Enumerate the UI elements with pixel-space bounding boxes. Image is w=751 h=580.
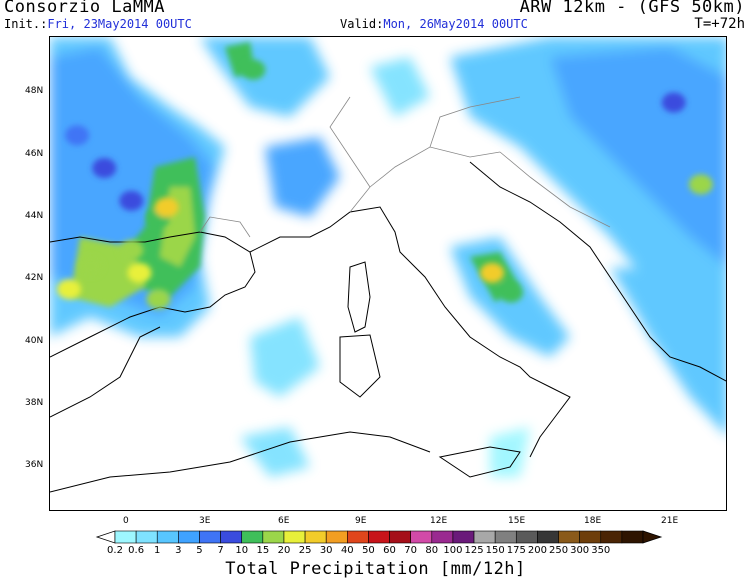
lat-label: 42N xyxy=(25,273,44,283)
lon-label: 3E xyxy=(199,516,211,526)
lat-label: 40N xyxy=(25,336,44,346)
colorbar-level-label: 200 xyxy=(527,545,547,556)
colorbar-swatch xyxy=(262,530,285,544)
colorbar-swatch xyxy=(431,530,454,544)
colorbar-swatch xyxy=(283,530,306,544)
precip-cells xyxy=(56,59,713,310)
colorbar-swatch xyxy=(325,530,348,544)
colorbar-swatch xyxy=(452,530,475,544)
precip-cell xyxy=(65,125,90,146)
colorbar-swatch xyxy=(241,530,264,544)
colorbar-level-label: 0.6 xyxy=(128,545,145,556)
valid-label: Valid: xyxy=(340,17,384,31)
lon-label: 6E xyxy=(278,516,290,526)
colorbar-level-label: 300 xyxy=(570,545,590,556)
colorbar-swatch xyxy=(304,530,327,544)
colorbar-swatch xyxy=(135,530,158,544)
colorbar-min-arrow xyxy=(95,530,116,544)
colorbar-swatch xyxy=(621,530,644,544)
colorbar-swatch xyxy=(368,530,390,544)
title-left: Consorzio LaMMA xyxy=(4,0,166,17)
colorbar-level-label: 25 xyxy=(298,545,312,556)
precip-cell xyxy=(119,190,144,211)
colorbar-level-label: 3 xyxy=(175,545,182,556)
precip-cell xyxy=(78,256,103,277)
colorbar-swatch xyxy=(558,530,580,544)
init-label: Init.: xyxy=(4,17,48,31)
lead-time: T=+72h xyxy=(694,16,745,32)
colorbar-level-label: 15 xyxy=(256,545,270,556)
colorbar-swatch xyxy=(410,530,433,544)
colorbar-level-label: 5 xyxy=(196,545,203,556)
coastlines xyxy=(50,161,726,493)
borders xyxy=(199,96,611,238)
valid-time: Valid:Mon, 26May2014 00UTC xyxy=(340,17,528,31)
colorbar-level-label: 60 xyxy=(383,545,396,556)
init-time: Init.:Fri, 23May2014 00UTC xyxy=(4,17,192,31)
colorbar xyxy=(95,530,663,544)
lat-label: 36N xyxy=(25,460,44,470)
colorbar-level-label: 50 xyxy=(362,545,375,556)
precip-cell xyxy=(127,262,152,283)
colorbar-level-label: 80 xyxy=(425,545,439,556)
colorbar-title: Total Precipitation [mm/12h] xyxy=(225,559,526,579)
lon-label: 0 xyxy=(123,516,129,526)
colorbar-level-label: 125 xyxy=(464,545,484,556)
lat-label: 44N xyxy=(25,211,44,221)
precip-cell xyxy=(661,92,686,113)
colorbar-level-label: 1 xyxy=(154,545,161,556)
title-right: ARW 12km - (GFS 50km) xyxy=(519,0,745,17)
colorbar-swatch xyxy=(347,530,369,544)
colorbar-swatch xyxy=(220,530,243,544)
colorbar-swatch xyxy=(537,530,559,544)
colorbar-level-label: 100 xyxy=(443,545,463,556)
colorbar-level-label: 40 xyxy=(340,545,354,556)
lon-label: 18E xyxy=(584,516,602,526)
colorbar-level-label: 0.2 xyxy=(107,545,123,556)
colorbar-swatch xyxy=(389,530,411,544)
colorbar-swatch xyxy=(494,530,517,544)
colorbar-level-label: 250 xyxy=(548,545,569,556)
precip-cell xyxy=(154,197,179,218)
colorbar-level-label: 350 xyxy=(591,545,611,556)
lon-label: 9E xyxy=(355,516,367,526)
colorbar-level-label: 70 xyxy=(404,545,418,556)
colorbar-swatch xyxy=(178,530,200,544)
lat-label: 48N xyxy=(25,86,44,96)
colorbar-swatch xyxy=(114,530,137,544)
colorbar-level-label: 150 xyxy=(485,545,505,556)
colorbar-swatch xyxy=(156,530,179,544)
precip-cell xyxy=(688,174,713,195)
colorbar-level-label: 30 xyxy=(319,545,333,556)
colorbar-level-label: 175 xyxy=(506,545,526,556)
lat-label: 46N xyxy=(25,149,44,159)
lat-label: 38N xyxy=(25,398,44,408)
colorbar-swatch xyxy=(579,530,602,544)
colorbar-swatch xyxy=(515,530,538,544)
lon-label: 12E xyxy=(430,516,448,526)
precip-cell xyxy=(499,282,524,303)
colorbar-swatch xyxy=(600,530,623,544)
valid-value: Mon, 26May2014 00UTC xyxy=(383,17,528,31)
colorbar-swatch xyxy=(473,530,496,544)
init-value: Fri, 23May2014 00UTC xyxy=(47,17,192,31)
lon-label: 15E xyxy=(508,516,526,526)
colorbar-level-label: 20 xyxy=(277,545,291,556)
map-canvas xyxy=(50,37,726,493)
lon-label: 21E xyxy=(661,516,679,526)
precip-cell xyxy=(92,158,117,179)
colorbar-level-label: 10 xyxy=(235,545,249,556)
colorbar-max-arrow xyxy=(642,530,663,544)
precip-cell xyxy=(56,279,81,300)
colorbar-swatch xyxy=(199,530,221,544)
colorbar-level-label: 7 xyxy=(217,545,224,556)
precip-cell xyxy=(241,59,266,80)
precip-cell xyxy=(146,289,171,310)
precip-cell xyxy=(119,239,144,260)
precip-cell xyxy=(480,262,505,283)
precipitation-map xyxy=(49,36,727,511)
